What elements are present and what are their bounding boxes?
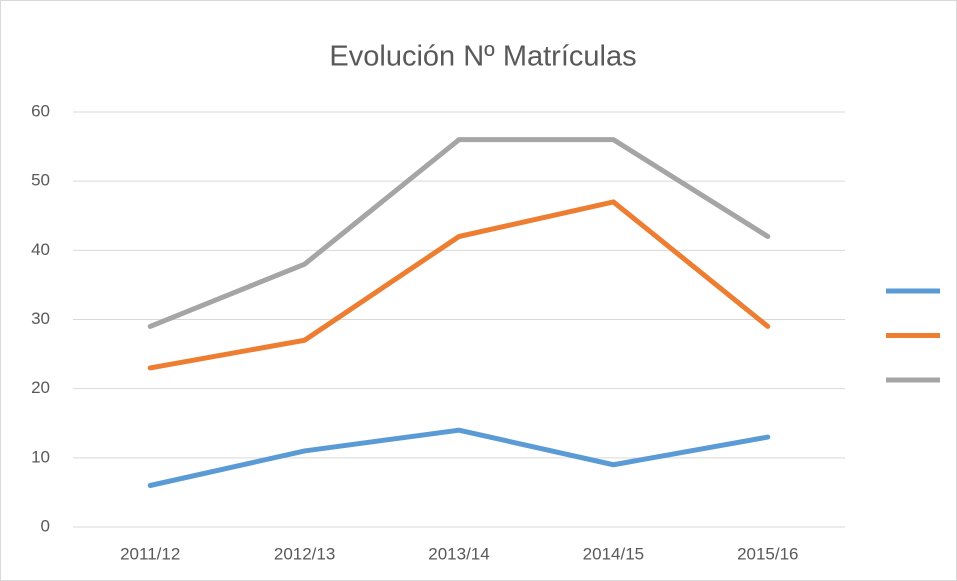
y-tick-label: 10 [31,447,50,466]
series-line [147,427,771,488]
series-line [147,137,771,329]
series-line [147,199,771,371]
y-tick-label: 30 [31,309,50,328]
x-tick-label: 2013/14 [428,544,489,563]
y-tick-label: 60 [31,101,50,120]
y-tick-label: 0 [41,516,50,535]
x-tick-label: 2012/13 [274,544,335,563]
x-tick-label: 2011/12 [120,544,180,563]
y-tick-label: 50 [31,171,50,190]
chart-title: Evolución Nº Matrículas [329,41,636,73]
y-tick-label: 20 [31,378,50,397]
y-tick-label: 40 [31,240,50,259]
x-tick-label: 2015/16 [737,544,798,563]
x-tick-label: 2014/15 [583,544,644,563]
